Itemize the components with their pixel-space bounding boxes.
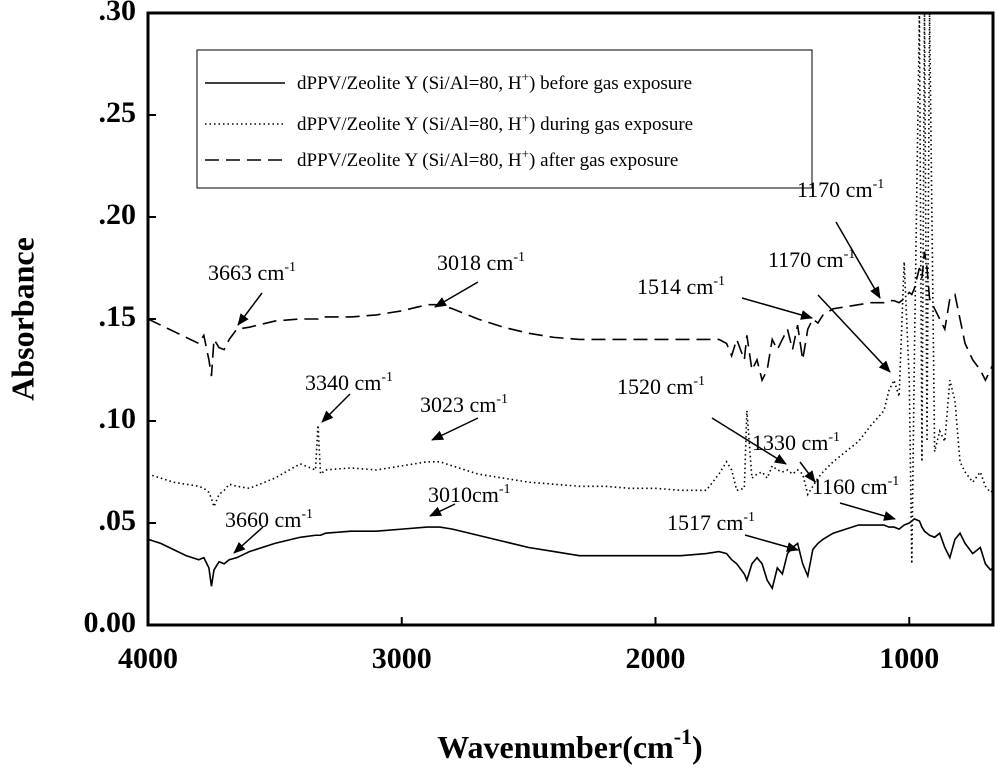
y-tick-label: .15 (99, 300, 137, 333)
annotation-arrow (835, 221, 881, 299)
y-tick-label: .20 (99, 198, 137, 231)
annotation: 1170 cm-1 (768, 247, 855, 272)
annotation-arrow (233, 526, 264, 554)
legend-label: dPPV/Zeolite Y (Si/Al=80, H+) after gas … (297, 146, 678, 171)
x-tick-label: 2000 (626, 642, 686, 675)
annotation: 3340 cm-1 (305, 370, 393, 395)
y-tick-label: .05 (99, 504, 137, 537)
y-axis-label: Absorbance (4, 237, 40, 401)
annotation: 3018 cm-1 (437, 250, 525, 275)
annotation: 3023 cm-1 (420, 392, 508, 417)
annotation: 1170 cm-1 (797, 177, 884, 202)
annotation-arrow (431, 417, 479, 441)
annotation: 1514 cm-1 (637, 274, 725, 299)
annotation: 3010cm-1 (428, 482, 511, 507)
plot-area (148, 13, 993, 591)
y-tick-label: .30 (99, 0, 137, 27)
series-line (148, 518, 993, 591)
annotation: 3660 cm-1 (225, 507, 313, 532)
annotation-arrow (434, 281, 479, 308)
annotation: 1330 cm-1 (752, 430, 840, 455)
legend-label: dPPV/Zeolite Y (Si/Al=80, H+) before gas… (297, 69, 692, 94)
x-axis-label: Wavenumber(cm-1) (437, 724, 702, 765)
y-tick-label: .25 (99, 96, 137, 129)
annotation: 1517 cm-1 (667, 510, 755, 535)
y-tick-label: 0.00 (84, 606, 137, 639)
annotation: 1520 cm-1 (617, 374, 705, 399)
annotation-arrow (429, 503, 456, 517)
x-tick-label: 1000 (879, 642, 939, 675)
annotation-arrow (741, 297, 813, 320)
annotation-arrow (799, 461, 816, 483)
annotation-arrow (237, 292, 263, 326)
annotation: 3663 cm-1 (208, 260, 296, 285)
annotation-arrow (321, 393, 351, 423)
x-tick-label: 3000 (372, 642, 432, 675)
annotation-arrow (711, 417, 787, 465)
legend-box (196, 49, 813, 189)
y-tick-label: .10 (99, 402, 137, 435)
annotation-arrow (817, 294, 891, 373)
series-line (148, 251, 993, 383)
annotation-arrow (744, 534, 799, 552)
annotation: 1160 cm-1 (812, 474, 899, 499)
annotation-arrow (839, 502, 896, 521)
x-tick-label: 4000 (118, 642, 178, 675)
legend-label: dPPV/Zeolite Y (Si/Al=80, H+) during gas… (297, 110, 693, 135)
